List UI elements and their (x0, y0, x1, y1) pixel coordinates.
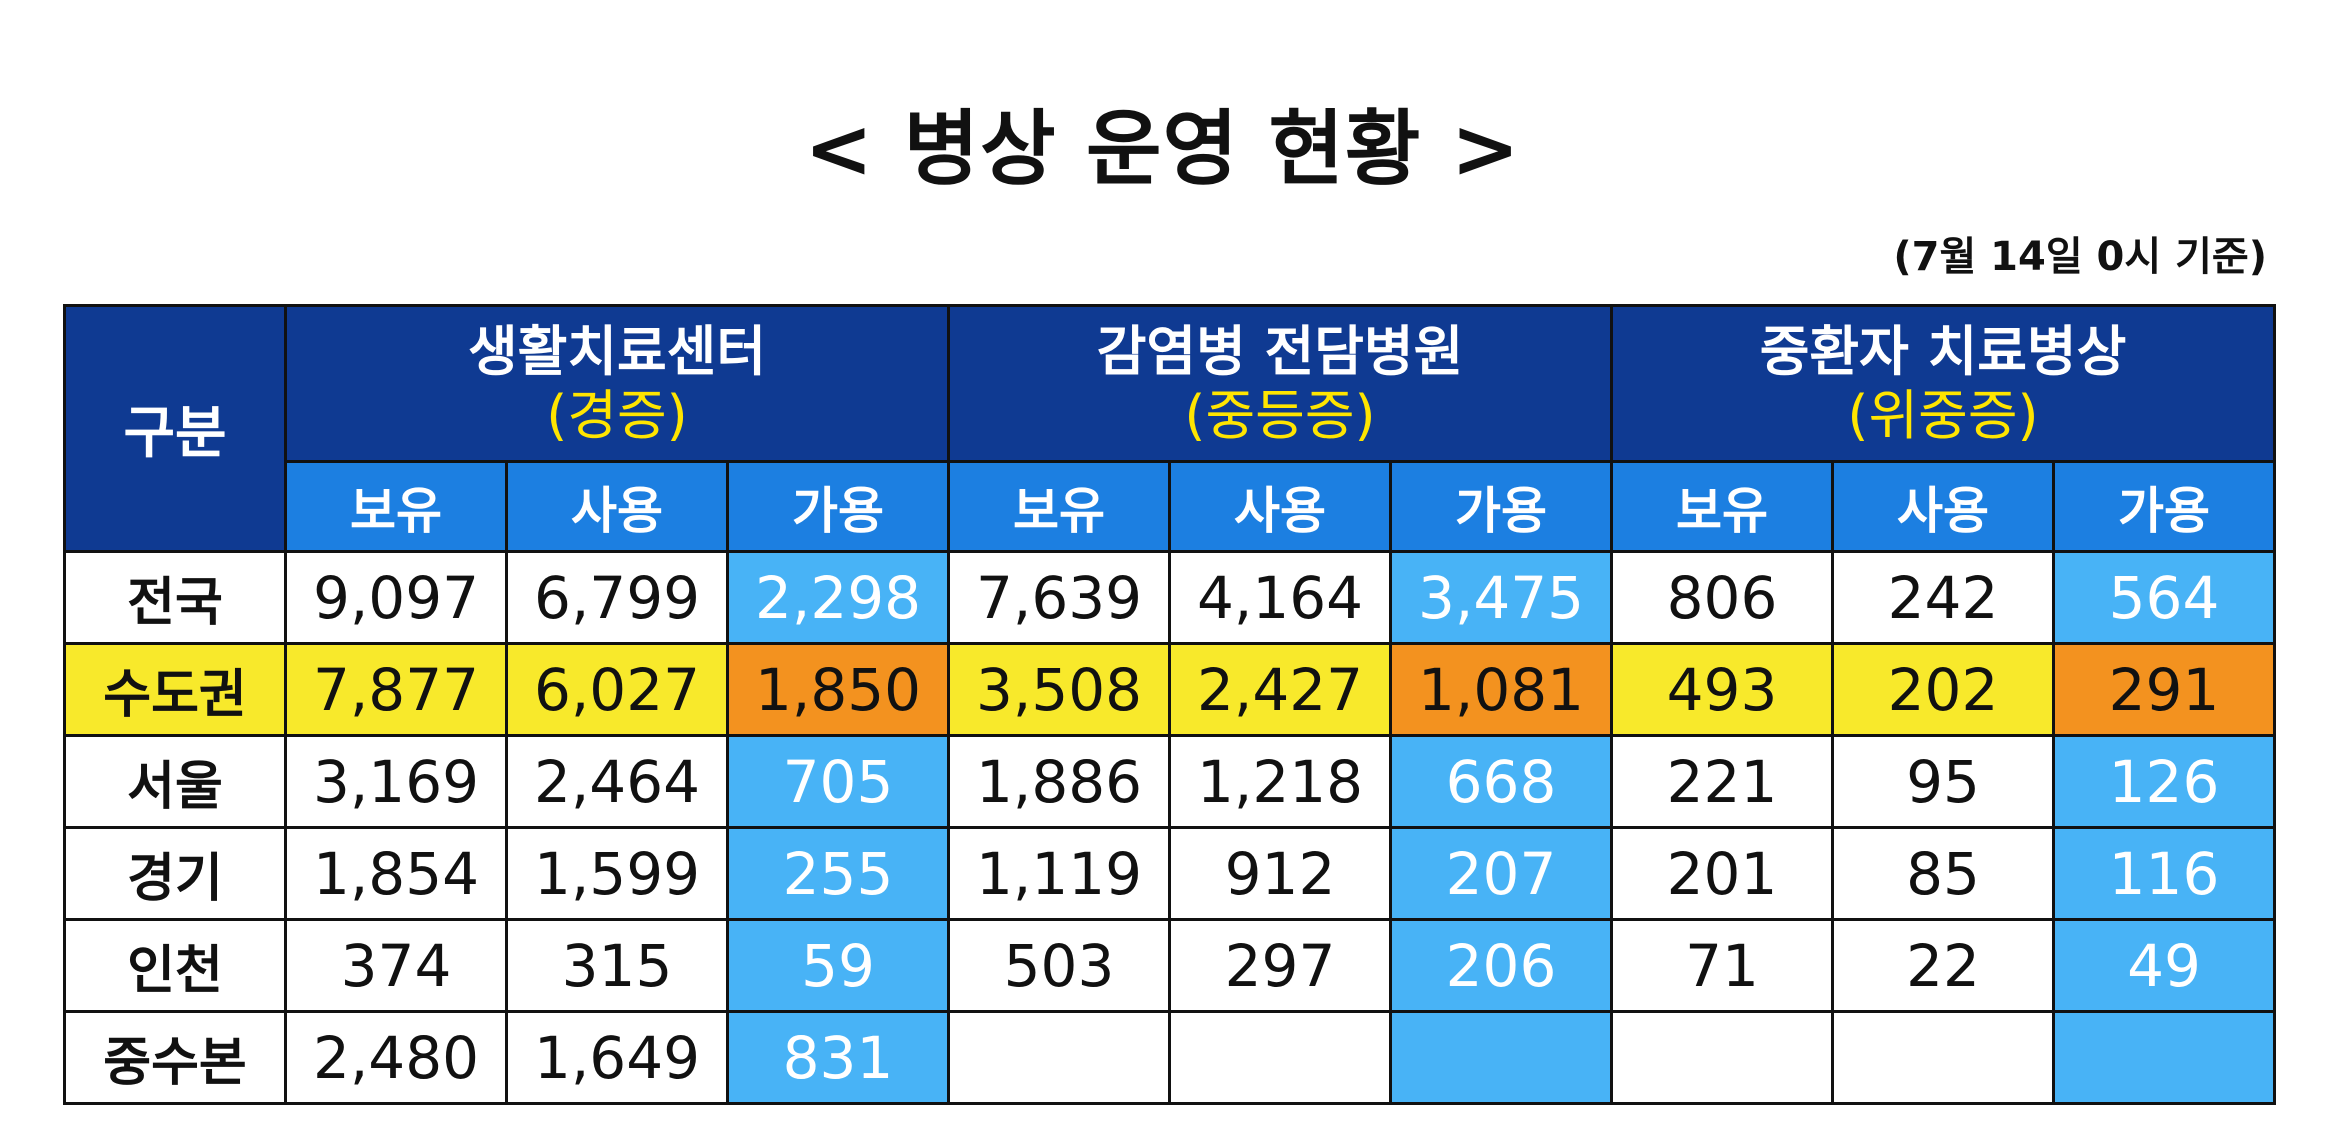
value-used: 22 (1831, 918, 2056, 1013)
value-used: 6,027 (505, 642, 729, 737)
value-held: 201 (1610, 826, 1835, 921)
value-available: 831 (725, 1010, 951, 1105)
group-name: 감염병 전담병원 (1096, 319, 1464, 383)
empty-cell (1168, 1010, 1393, 1105)
empty-cell (1389, 1010, 1614, 1105)
value-held: 806 (1610, 550, 1835, 645)
column-header-held: 보유 (284, 460, 508, 553)
value-available: 668 (1389, 734, 1614, 829)
value-used: 2,464 (505, 734, 729, 829)
value-available: 207 (1389, 826, 1614, 921)
group-severity: (중등증) (1184, 383, 1376, 447)
group-header-row: 구분 생활치료센터 (경증) 감염병 전담병원 (중등증) 중환자 치료병상 (… (63, 304, 2277, 553)
value-held: 1,854 (284, 826, 508, 921)
value-available: 2,298 (725, 550, 951, 645)
value-held: 71 (1610, 918, 1835, 1013)
value-available: 49 (2052, 918, 2277, 1013)
value-available: 1,850 (725, 642, 951, 737)
value-available: 255 (725, 826, 951, 921)
column-header-available: 가용 (2052, 460, 2277, 553)
value-available: 1,081 (1389, 642, 1614, 737)
value-used: 315 (505, 918, 729, 1013)
value-used: 4,164 (1168, 550, 1393, 645)
empty-cell (2052, 1010, 2277, 1105)
value-used: 1,599 (505, 826, 729, 921)
value-used: 202 (1831, 642, 2056, 737)
value-used: 1,218 (1168, 734, 1393, 829)
region-label: 중수본 (63, 1010, 287, 1105)
page-title: < 병상 운영 현황 > (804, 102, 1521, 197)
value-available: 705 (725, 734, 951, 829)
value-used: 85 (1831, 826, 2056, 921)
value-used: 297 (1168, 918, 1393, 1013)
group-severity: (경증) (546, 383, 688, 447)
corner-header: 구분 (63, 304, 287, 553)
value-held: 3,169 (284, 734, 508, 829)
table-row: 중수본 2,480 1,649 831 (63, 1010, 2277, 1105)
value-held: 3,508 (947, 642, 1172, 737)
column-header-row: 보유 사용 가용 보유 사용 가용 보유 사용 가용 (65, 460, 2277, 553)
column-header-used: 사용 (1168, 460, 1393, 553)
group-name: 중환자 치료병상 (1759, 319, 2127, 383)
column-header-used: 사용 (1831, 460, 2056, 553)
value-available: 126 (2052, 734, 2277, 829)
group-header-residential-center: 생활치료센터 (경증) (283, 304, 951, 463)
column-header-held: 보유 (1610, 460, 1835, 553)
group-header-infectious-hospital: 감염병 전담병원 (중등증) (947, 304, 1614, 463)
empty-cell (1610, 1010, 1835, 1105)
value-available: 116 (2052, 826, 2277, 921)
empty-cell (1831, 1010, 2056, 1105)
value-used: 242 (1831, 550, 2056, 645)
value-available: 564 (2052, 550, 2277, 645)
value-held: 493 (1610, 642, 1835, 737)
column-header-available: 가용 (725, 460, 951, 553)
table-row: 인천 374 315 59 503 297 206 71 22 49 (63, 918, 2277, 1013)
value-used: 95 (1831, 734, 2056, 829)
value-held: 1,886 (947, 734, 1172, 829)
group-name: 생활치료센터 (467, 319, 767, 383)
value-available: 59 (725, 918, 951, 1013)
value-held: 503 (947, 918, 1172, 1013)
value-used: 2,427 (1168, 642, 1393, 737)
region-label: 서울 (63, 734, 287, 829)
value-used: 1,649 (505, 1010, 729, 1105)
table-row: 경기 1,854 1,599 255 1,119 912 207 201 85 … (63, 826, 2277, 921)
value-held: 7,877 (284, 642, 508, 737)
value-used: 6,799 (505, 550, 729, 645)
value-used: 912 (1168, 826, 1393, 921)
value-held: 7,639 (947, 550, 1172, 645)
value-held: 1,119 (947, 826, 1172, 921)
table-row: 서울 3,169 2,464 705 1,886 1,218 668 221 9… (63, 734, 2277, 829)
column-header-held: 보유 (947, 460, 1172, 553)
empty-cell (947, 1010, 1172, 1105)
date-note: (7월 14일 0시 기준) (1893, 234, 2267, 280)
column-header-used: 사용 (505, 460, 729, 553)
bed-status-table: 구분 생활치료센터 (경증) 감염병 전담병원 (중등증) 중환자 치료병상 (… (63, 304, 2277, 1105)
region-label: 전국 (63, 550, 287, 645)
value-available: 206 (1389, 918, 1614, 1013)
value-held: 9,097 (284, 550, 508, 645)
value-held: 374 (284, 918, 508, 1013)
group-header-critical-care: 중환자 치료병상 (위중증) (1610, 304, 2277, 463)
value-held: 221 (1610, 734, 1835, 829)
column-header-available: 가용 (1389, 460, 1614, 553)
value-available: 3,475 (1389, 550, 1614, 645)
table-row-highlighted: 수도권 7,877 6,027 1,850 3,508 2,427 1,081 … (63, 642, 2277, 737)
region-label: 경기 (63, 826, 287, 921)
table-row: 전국 9,097 6,799 2,298 7,639 4,164 3,475 8… (63, 550, 2277, 645)
group-severity: (위중증) (1847, 383, 2039, 447)
region-label: 인천 (63, 918, 287, 1013)
region-label: 수도권 (63, 642, 287, 737)
value-held: 2,480 (284, 1010, 508, 1105)
value-available: 291 (2052, 642, 2277, 737)
